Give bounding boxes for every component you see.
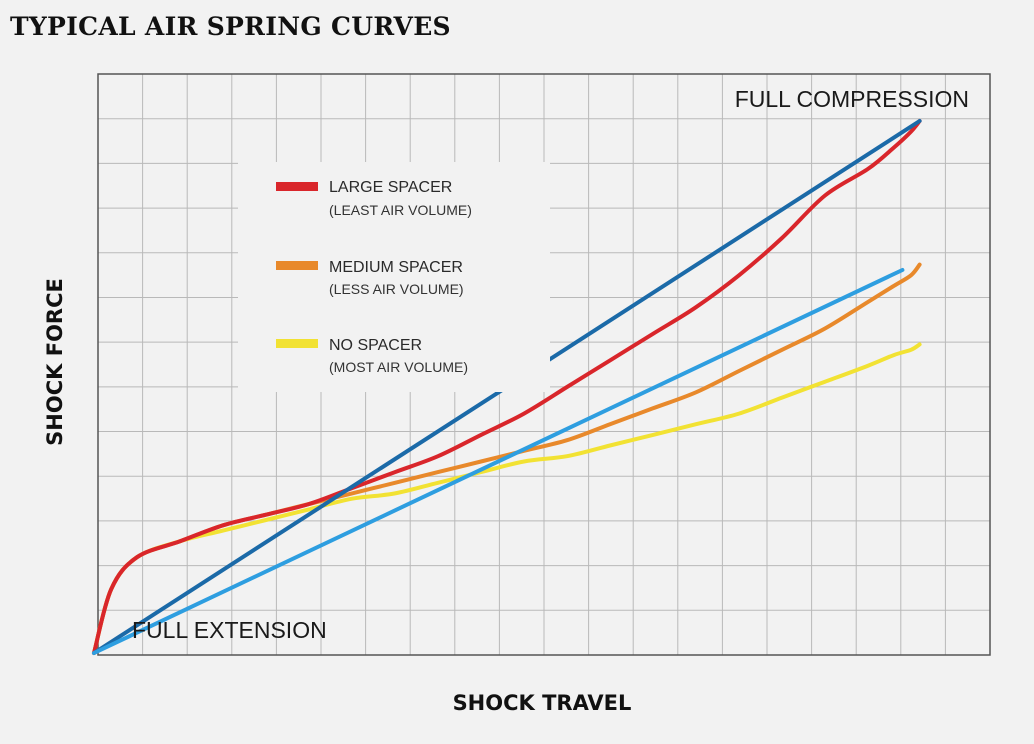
y-axis-title: SHOCK FORCE (43, 278, 67, 446)
no-spacer-line (92, 342, 922, 655)
legend-swatch-no-spacer (276, 339, 318, 348)
legend-background (238, 162, 550, 392)
legend-sublabel-medium-spacer: (LESS AIR VOLUME) (329, 281, 464, 297)
legend-label-no-spacer: NO SPACER (329, 337, 422, 354)
legend-sublabel-large-spacer: (LEAST AIR VOLUME) (329, 202, 472, 218)
legend: LARGE SPACER (LEAST AIR VOLUME) MEDIUM S… (238, 162, 550, 392)
full-extension-label: FULL EXTENSION (132, 617, 327, 643)
legend-sublabel-no-spacer: (MOST AIR VOLUME) (329, 359, 468, 375)
chart-title: TYPICAL AIR SPRING CURVES (10, 12, 451, 41)
legend-label-large-spacer: LARGE SPACER (329, 179, 452, 196)
legend-swatch-large-spacer (276, 182, 318, 191)
x-axis-title: SHOCK TRAVEL (453, 691, 632, 715)
linear-reference-line-light (92, 268, 905, 655)
legend-label-medium-spacer: MEDIUM SPACER (329, 259, 463, 276)
plot-frame (97, 73, 991, 656)
full-compression-label: FULL COMPRESSION (735, 86, 969, 112)
large-spacer-line (92, 119, 922, 655)
legend-swatch-medium-spacer (276, 261, 318, 270)
